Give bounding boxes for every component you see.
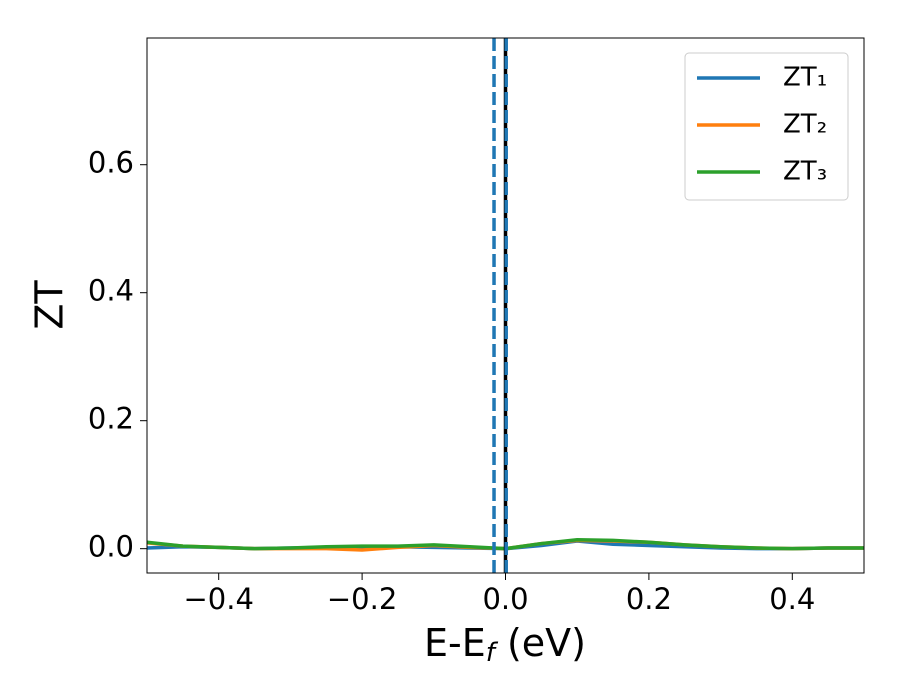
x-tick-label: 0.4 xyxy=(769,582,815,616)
legend-label: ZT₂ xyxy=(783,110,827,140)
x-label-unit: (eV) xyxy=(495,621,586,665)
y-tick-label: 0.0 xyxy=(88,530,134,564)
y-tick-label: 0.2 xyxy=(88,402,134,436)
legend-box xyxy=(684,52,849,201)
y-tick-label: 0.4 xyxy=(88,274,134,308)
y-tick-label: 0.6 xyxy=(88,146,134,180)
x-tick-label: 0.0 xyxy=(482,582,528,616)
x-tick-label: −0.2 xyxy=(327,582,397,616)
y-axis-label: ZT xyxy=(28,280,72,330)
legend-label: ZT₃ xyxy=(783,157,827,187)
x-tick-label: 0.2 xyxy=(626,582,672,616)
x-label-main: E-E xyxy=(424,621,486,665)
plot-frame xyxy=(146,37,865,574)
plot-area xyxy=(147,38,864,573)
x-tick-label: −0.4 xyxy=(183,582,253,616)
legend-label: ZT₁ xyxy=(783,63,827,93)
x-axis-label: E-Ef (eV) xyxy=(424,621,586,668)
